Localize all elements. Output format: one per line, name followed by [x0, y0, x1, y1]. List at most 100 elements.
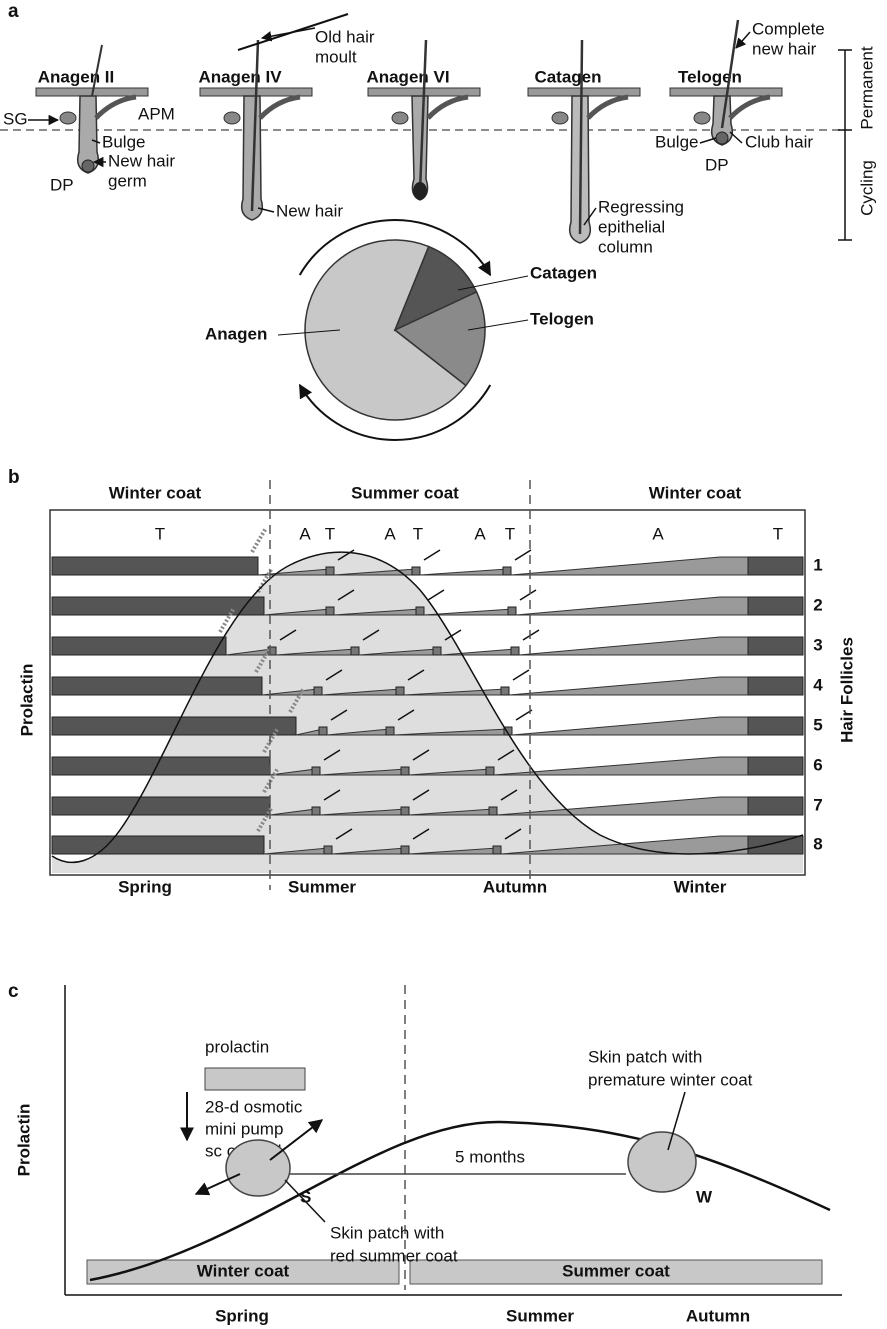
follicle-marker [503, 567, 511, 575]
stage-title: Anagen IV [198, 67, 282, 86]
telogen-bar [748, 557, 803, 575]
phase-label: A [384, 524, 396, 543]
annotation: column [598, 237, 653, 256]
y-axis-label: Hair Follicles [837, 637, 856, 743]
side-label: Cycling [857, 160, 876, 216]
season-label: Autumn [686, 1306, 750, 1325]
telogen-bar [52, 757, 270, 775]
follicle-marker [324, 846, 332, 854]
annotation: New hair [108, 151, 175, 170]
annotation: germ [108, 171, 147, 190]
annotation: APM [138, 104, 175, 123]
pump-label: prolactin [205, 1037, 269, 1056]
follicle-marker [401, 807, 409, 815]
season-label: Autumn [483, 877, 547, 896]
follicle-marker [312, 807, 320, 815]
follicle-marker [319, 727, 327, 735]
annotation: SG [3, 109, 28, 128]
season-label: Spring [215, 1306, 269, 1325]
telogen-bar [52, 836, 264, 854]
figure: aAnagen IIAnagen IVAnagen VICatagenTelog… [0, 0, 887, 1329]
follicle-marker [396, 687, 404, 695]
follicle-marker [326, 567, 334, 575]
pump-note: mini pump [205, 1119, 283, 1138]
dermal-papilla [716, 132, 728, 144]
telogen-bar [748, 836, 803, 854]
telogen-bar [748, 597, 803, 615]
phase-label: A [474, 524, 486, 543]
follicle-marker [312, 767, 320, 775]
y-axis-label: Prolactin [14, 1104, 33, 1177]
follicle-marker [401, 767, 409, 775]
pie-label: Telogen [530, 309, 594, 328]
follicle-marker [386, 727, 394, 735]
phase-label: A [299, 524, 311, 543]
coat-label: Summer coat [351, 483, 459, 502]
telogen-bar [52, 797, 270, 815]
patch-note: premature winter coat [588, 1070, 753, 1089]
follicle-marker [416, 607, 424, 615]
interval-label: 5 months [455, 1147, 525, 1166]
phase-label: T [413, 524, 423, 543]
annotation: new hair [752, 39, 817, 58]
annotation: DP [50, 175, 74, 194]
dermal-papilla [82, 160, 94, 172]
telogen-bar [52, 637, 226, 655]
telogen-bar [52, 677, 262, 695]
panel-label: a [8, 1, 19, 22]
follicle-number: 8 [813, 834, 822, 853]
pump-note: 28-d osmotic [205, 1097, 303, 1116]
follicle-marker [314, 687, 322, 695]
season-label: Summer [506, 1306, 574, 1325]
telogen-bar [748, 757, 803, 775]
follicle-marker [412, 567, 420, 575]
telogen-bar [748, 637, 803, 655]
skin-patch [628, 1132, 696, 1192]
stage-title: Telogen [678, 67, 742, 86]
coat-label: Summer coat [562, 1261, 670, 1280]
phase-label: A [652, 524, 664, 543]
coat-label: Winter coat [109, 483, 202, 502]
y-axis-label: Prolactin [17, 664, 36, 737]
annotation: Club hair [745, 132, 813, 151]
phase-label: T [505, 524, 515, 543]
season-label: Summer [288, 877, 356, 896]
patch-note: Skin patch with [588, 1047, 702, 1066]
follicle-number: 4 [813, 675, 823, 694]
follicle-number: 1 [813, 555, 822, 574]
follicle-marker [508, 607, 516, 615]
telogen-bar [748, 797, 803, 815]
pie-label: Anagen [205, 324, 267, 343]
sebaceous-gland [224, 112, 240, 124]
annotation: Regressing [598, 197, 684, 216]
panel-label: c [8, 981, 19, 1002]
pie-label: Catagen [530, 263, 597, 282]
phase-label: T [155, 524, 165, 543]
follicle-number: 6 [813, 755, 822, 774]
skin-patch [226, 1140, 290, 1196]
telogen-bar [52, 557, 258, 575]
follicle-marker [486, 767, 494, 775]
annotation: epithelial [598, 217, 665, 236]
hair-bulb [413, 182, 427, 200]
sebaceous-gland [60, 112, 76, 124]
annotation: New hair [276, 201, 343, 220]
follicle-marker [493, 846, 501, 854]
annotation: Bulge [655, 132, 698, 151]
annotation: Old hair [315, 27, 375, 46]
phase-label: T [773, 524, 783, 543]
stage-title: Catagen [534, 67, 601, 86]
annotation: Complete [752, 19, 825, 38]
stage-title: Anagen II [38, 67, 115, 86]
follicle-marker [401, 846, 409, 854]
season-label: Winter [674, 877, 727, 896]
sebaceous-gland [392, 112, 408, 124]
annotation: DP [705, 155, 729, 174]
patch-note: red summer coat [330, 1246, 458, 1265]
side-label: Permanent [857, 46, 876, 129]
follicle-number: 5 [813, 715, 822, 734]
telogen-bar [52, 597, 264, 615]
follicle-number: 7 [813, 795, 822, 814]
patch-label: W [696, 1187, 713, 1206]
patch-note: Skin patch with [330, 1223, 444, 1242]
